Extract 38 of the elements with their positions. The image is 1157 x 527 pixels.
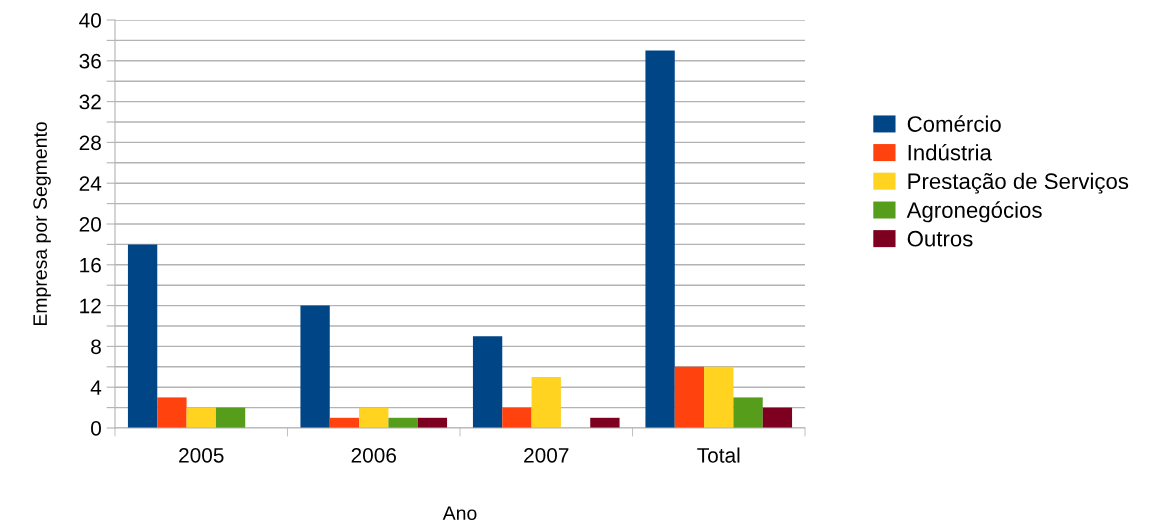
bar (502, 407, 532, 428)
bar (674, 366, 705, 428)
y-tick-label: 0 (91, 421, 101, 436)
legend-label: Outros (907, 230, 973, 247)
y-tick-label: 20 (79, 217, 101, 232)
y-tick-label: 16 (80, 257, 101, 273)
bar (215, 407, 246, 428)
bar (359, 407, 389, 428)
bar (186, 407, 216, 428)
legend-label: Prestação de Serviços (908, 172, 1129, 194)
bar (300, 305, 330, 428)
x-axis-title: Ano (442, 506, 477, 521)
y-tick-label: 32 (79, 94, 101, 110)
y-tick-label: 12 (80, 298, 101, 314)
y-tick-label: 8 (91, 339, 101, 355)
bar (645, 50, 675, 428)
y-tick-label: 36 (79, 53, 101, 69)
x-tick-label: 2005 (179, 447, 224, 463)
bar (704, 366, 734, 428)
bar (762, 407, 793, 428)
legend-label: Indústria (908, 143, 992, 161)
bar (388, 417, 418, 428)
y-tick-label: 28 (79, 135, 101, 151)
bar (733, 397, 763, 428)
x-tick-label: 2007 (524, 447, 569, 463)
bar (531, 377, 561, 428)
bar (590, 417, 620, 428)
x-tick-label: Total (697, 447, 740, 463)
y-tick-label: 24 (79, 176, 102, 191)
legend-label: Agronegócios (906, 201, 1042, 223)
y-tick-label: 4 (90, 380, 102, 395)
bar (157, 397, 187, 428)
bar (472, 336, 503, 428)
y-axis-title: Empresa por Segmento (33, 122, 51, 326)
bar (127, 244, 158, 428)
legend-label: Comércio (907, 115, 1001, 132)
x-tick-label: 2006 (351, 447, 397, 463)
y-tick-label: 40 (79, 13, 101, 28)
